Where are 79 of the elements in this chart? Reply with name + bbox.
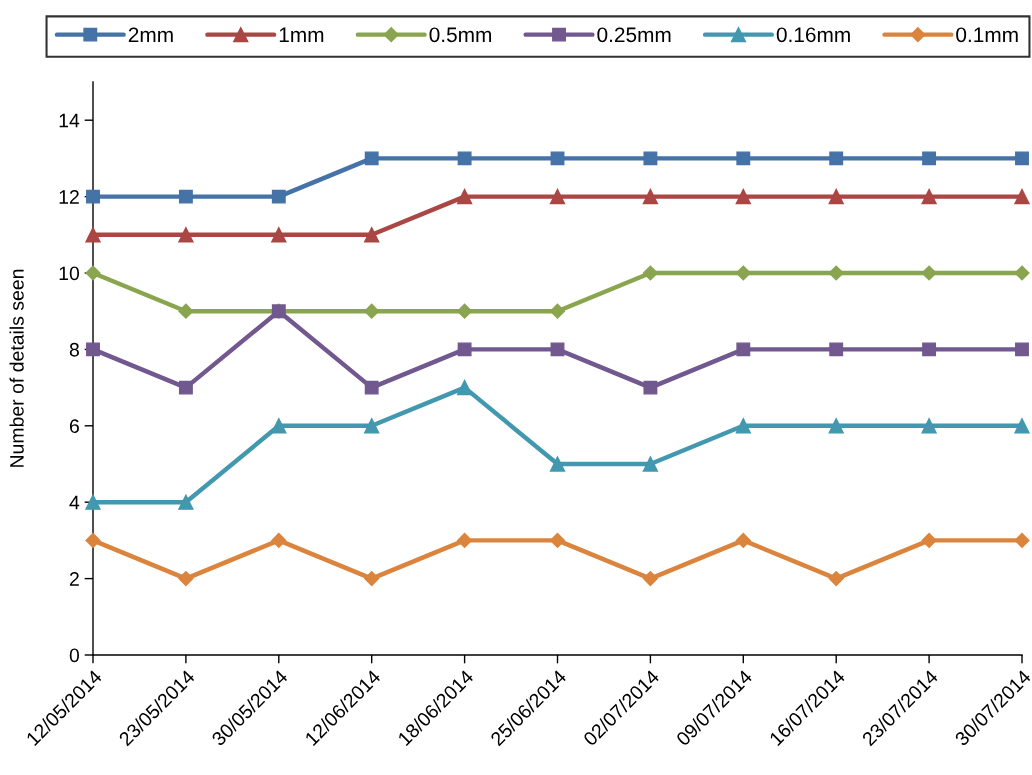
y-tick-label: 10 [59, 266, 80, 281]
point [922, 342, 937, 357]
point [828, 188, 844, 205]
legend-label: 0.16mm [776, 27, 850, 43]
point [178, 303, 194, 319]
point [178, 380, 193, 395]
point [921, 418, 937, 434]
point [457, 532, 473, 548]
legend-label: 0.5mm [429, 27, 491, 43]
point [736, 342, 751, 357]
point [364, 151, 379, 166]
point [642, 456, 659, 472]
point [549, 532, 566, 548]
point [271, 227, 287, 243]
point [735, 188, 751, 205]
y-tick-label: 6 [69, 419, 79, 434]
legend-label: 0.25mm [597, 27, 671, 43]
point [364, 418, 380, 434]
point [921, 265, 937, 281]
point [735, 532, 751, 548]
point [550, 151, 565, 166]
point [642, 265, 658, 281]
y-tick-label: 0 [69, 648, 80, 663]
point [85, 494, 101, 510]
point [271, 189, 286, 204]
point [85, 532, 101, 548]
y-tick-label: 2 [69, 572, 79, 586]
point [643, 151, 658, 166]
point [457, 151, 472, 166]
point [736, 151, 751, 166]
point [549, 456, 566, 472]
point [457, 303, 473, 319]
y-axis-title: Number of details seen [9, 269, 24, 467]
point [364, 380, 379, 395]
point [456, 379, 473, 396]
y-tick-label: 14 [59, 113, 80, 128]
point [271, 532, 287, 548]
point [549, 303, 566, 319]
point [1015, 151, 1029, 166]
point [271, 418, 287, 434]
point [643, 380, 658, 395]
point [1015, 342, 1029, 357]
y-tick-label: 4 [69, 495, 80, 510]
point [735, 418, 751, 434]
point [549, 188, 566, 205]
point [1014, 265, 1030, 281]
point [178, 189, 193, 204]
point [828, 265, 844, 281]
point [642, 188, 659, 205]
point [1014, 532, 1030, 548]
point [828, 571, 844, 587]
point [364, 303, 380, 319]
y-tick-label: 8 [69, 342, 79, 357]
point [921, 532, 937, 548]
point [735, 265, 751, 281]
point [86, 189, 100, 204]
point [178, 494, 194, 510]
point [178, 227, 194, 243]
legend-label: 1mm [279, 27, 324, 42]
point [921, 188, 937, 205]
legend-label: 0.1mm [956, 27, 1018, 43]
point [456, 188, 473, 205]
point [550, 342, 565, 357]
point [829, 151, 844, 166]
point [829, 342, 844, 357]
point [922, 151, 937, 166]
point [85, 227, 101, 243]
y-tick-label: 12 [59, 190, 79, 204]
point [642, 571, 658, 587]
point [364, 571, 380, 587]
point [85, 265, 101, 281]
point [178, 571, 194, 587]
point [1014, 418, 1030, 434]
point [828, 418, 844, 434]
point [1014, 188, 1030, 205]
point [457, 342, 472, 357]
point [86, 342, 100, 357]
legend-label: 2mm [128, 27, 173, 42]
point [364, 227, 380, 243]
